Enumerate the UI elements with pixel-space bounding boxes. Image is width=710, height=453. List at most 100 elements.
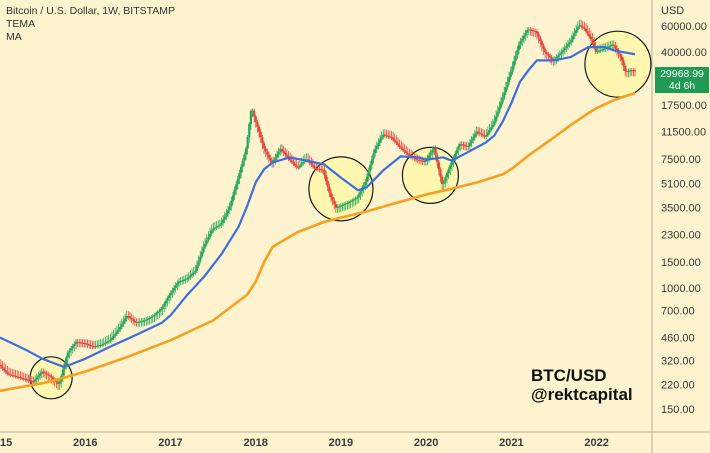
candle-body [197, 261, 200, 267]
candle-body [403, 150, 406, 152]
candle-body [125, 315, 128, 319]
candle-body [442, 181, 445, 184]
candle-body [91, 345, 94, 347]
candle-body [205, 240, 208, 244]
candle-body [177, 281, 181, 283]
candle-body [558, 53, 561, 56]
candle-body [246, 137, 249, 149]
candle-body [586, 31, 589, 34]
x-tick-label: 2018 [243, 437, 267, 449]
candle-body [241, 160, 244, 167]
candle-body [627, 70, 630, 72]
candle-body [421, 160, 424, 162]
candle-body [83, 342, 86, 344]
candle-body [290, 160, 293, 162]
candle-body [76, 341, 79, 343]
candle-body [58, 381, 61, 384]
candle-body [249, 111, 252, 125]
candle-body [632, 70, 635, 72]
candle-body [16, 376, 19, 378]
candle-body [398, 145, 401, 148]
candle-body [537, 33, 540, 38]
candle-body [545, 52, 548, 54]
y-tick-label: 5100.00 [661, 179, 701, 191]
candle-body [32, 381, 35, 383]
candle-body [485, 134, 488, 137]
current-price-tag: 29968.99 4d 6h [655, 67, 709, 93]
legend-symbol[interactable]: Bitcoin / U.S. Dollar, 1W, BITSTAMP [6, 5, 176, 17]
candle-body [248, 124, 251, 138]
candle-body [109, 339, 112, 342]
candle-body [166, 298, 169, 301]
candle-body [104, 342, 107, 344]
candle-body [607, 46, 610, 48]
candle-body [462, 144, 465, 146]
candle-body [298, 165, 302, 168]
candle-body [215, 226, 218, 228]
y-tick-label: 17500.00 [661, 100, 707, 112]
candle-body [256, 121, 259, 127]
candle-body [199, 256, 202, 262]
legend-ma[interactable]: MA [6, 31, 22, 43]
candle-body [622, 60, 625, 66]
candle-body [17, 376, 20, 378]
candle-body [509, 71, 512, 77]
candle-body [19, 377, 22, 379]
candle-body [176, 282, 179, 286]
candle-body [450, 160, 454, 165]
x-tick-label: 2019 [329, 437, 353, 449]
candle-body [228, 206, 231, 211]
candle-body [153, 314, 156, 317]
candle-body [555, 57, 558, 59]
candle-body [259, 131, 262, 138]
candle-body [302, 161, 305, 164]
candle-body [570, 39, 573, 43]
candle-body [275, 154, 279, 158]
candle-body [311, 164, 315, 167]
candle-body [179, 280, 182, 282]
candle-body [527, 29, 530, 31]
candle-body [369, 165, 372, 171]
candle-body [364, 181, 367, 185]
candle-body [596, 51, 599, 53]
candle-body [594, 47, 597, 52]
candle-body [378, 139, 382, 143]
candle-body [579, 25, 583, 27]
y-tick-label: 700.00 [661, 306, 695, 318]
candle-body [146, 318, 150, 320]
candle-body [439, 169, 442, 177]
candle-body [156, 311, 159, 314]
candle-body [235, 184, 238, 190]
candle-body [359, 191, 362, 195]
candle-body [401, 148, 405, 151]
candle-body [315, 168, 318, 170]
candle-body [519, 41, 522, 45]
candle-body [524, 32, 527, 36]
candle-body [602, 48, 606, 50]
candle-body [624, 65, 627, 72]
legend-tema[interactable]: TEMA [6, 18, 36, 30]
candle-body [472, 137, 475, 141]
x-tick-label: 2022 [584, 437, 608, 449]
candle-body [414, 158, 418, 160]
candle-body [141, 320, 145, 322]
candle-body [419, 160, 422, 162]
candle-body [588, 33, 591, 37]
candle-body [310, 162, 313, 165]
y-tick-label: 2300.00 [661, 230, 701, 242]
candle-body [429, 152, 432, 156]
candle-body [218, 224, 221, 226]
candle-body [148, 317, 151, 319]
candle-body [494, 116, 498, 122]
candle-body [561, 50, 565, 53]
candle-body [277, 151, 280, 155]
candle-body [463, 145, 467, 147]
candle-body [375, 145, 378, 150]
current-price-value: 29968.99 [660, 68, 704, 80]
candle-body [84, 343, 87, 345]
candle-body [339, 205, 342, 207]
candle-body [40, 371, 43, 374]
candle-body [140, 321, 143, 323]
candle-body [597, 50, 601, 52]
